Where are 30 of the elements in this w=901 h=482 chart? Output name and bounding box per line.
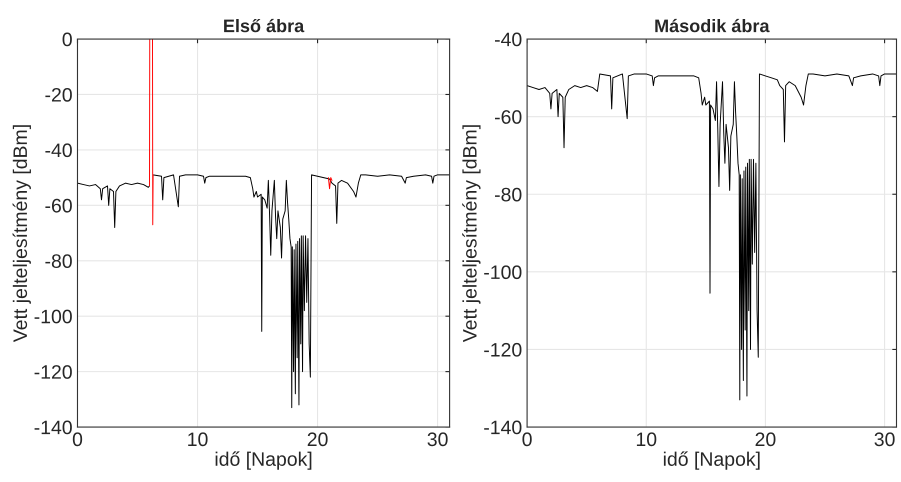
x-tick-label: 0 — [522, 432, 532, 446]
y-tick-label: -80 — [45, 254, 72, 268]
x-tick-label: 30 — [874, 432, 895, 446]
y-axis-title: Vett jelteljesítmény [dBm] — [12, 125, 31, 342]
y-tick-label: -40 — [45, 143, 72, 158]
x-axis-title: idő [Napok] — [664, 451, 760, 470]
x-axis-title: idő [Napok] — [216, 451, 312, 470]
x-tick-label: 20 — [308, 432, 328, 446]
y-tick-label: -60 — [494, 110, 522, 124]
y-tick-label: -120 — [484, 342, 522, 357]
y-axis-title: Vett jelteljesítmény [dBm] — [462, 125, 481, 342]
chart-title: Első ábra — [224, 18, 304, 32]
y-tick-label: -60 — [45, 198, 72, 213]
x-tick-label: 0 — [72, 432, 82, 446]
y-tick-label: -100 — [34, 310, 72, 324]
y-tick-label: -120 — [34, 365, 72, 379]
y-tick-label: -20 — [45, 88, 72, 102]
x-tick-label: 10 — [636, 432, 656, 446]
line-series — [527, 73, 896, 400]
y-tick-label: -40 — [494, 32, 522, 46]
y-tick-label: -140 — [34, 420, 72, 434]
y-tick-label: -140 — [484, 420, 522, 434]
chart-title: Második ábra — [655, 18, 770, 32]
x-tick-label: 30 — [428, 432, 448, 446]
line-series — [149, 39, 154, 226]
y-tick-label: -80 — [494, 188, 522, 202]
x-tick-label: 20 — [756, 432, 776, 446]
y-tick-label: -100 — [484, 265, 522, 280]
y-tick-label: 0 — [62, 32, 72, 46]
x-tick-label: 10 — [188, 432, 208, 446]
